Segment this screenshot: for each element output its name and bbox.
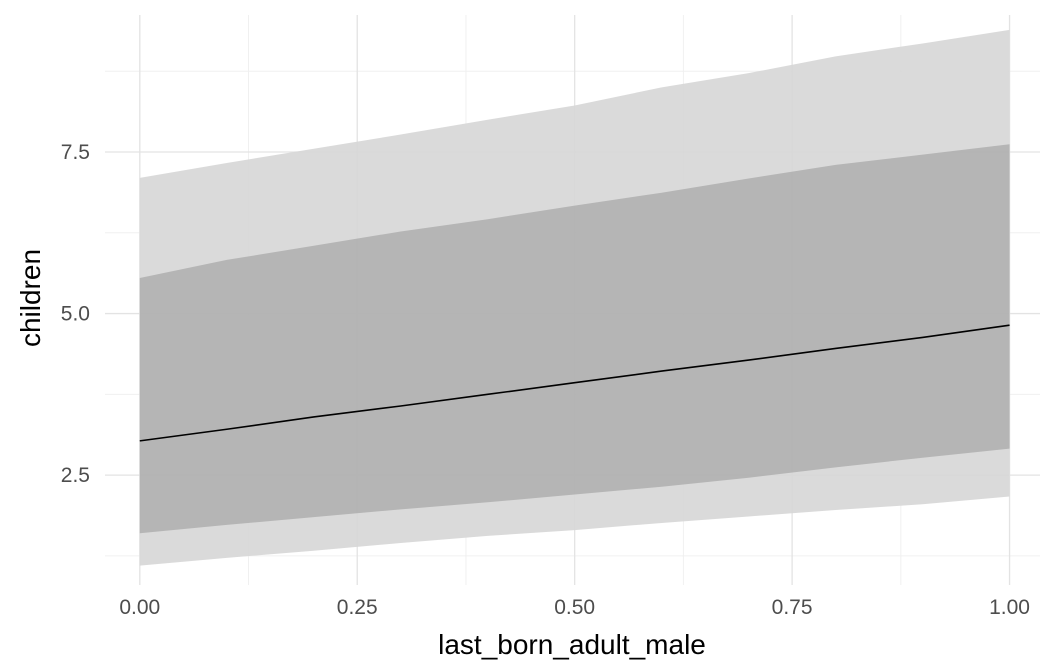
x-tick-label: 0.50	[554, 596, 595, 619]
x-tick-label: 0.25	[337, 596, 378, 619]
y-tick-label: 2.5	[61, 464, 90, 487]
y-axis-title: children	[15, 249, 46, 347]
x-axis-title: last_born_adult_male	[438, 629, 706, 660]
y-tick-label: 5.0	[61, 303, 90, 326]
mean-line	[139, 324, 1010, 442]
inner-interval-band	[139, 144, 1010, 534]
x-tick-label: 0.75	[772, 596, 813, 619]
x-tick-label: 0.00	[119, 596, 160, 619]
y-axis-tick-labels: 2.5 5.0 7.5	[61, 141, 90, 487]
x-tick-label: 1.00	[989, 596, 1030, 619]
y-tick-label: 7.5	[61, 141, 90, 164]
x-axis-tick-labels: 0.00 0.25 0.50 0.75 1.00	[119, 596, 1030, 619]
